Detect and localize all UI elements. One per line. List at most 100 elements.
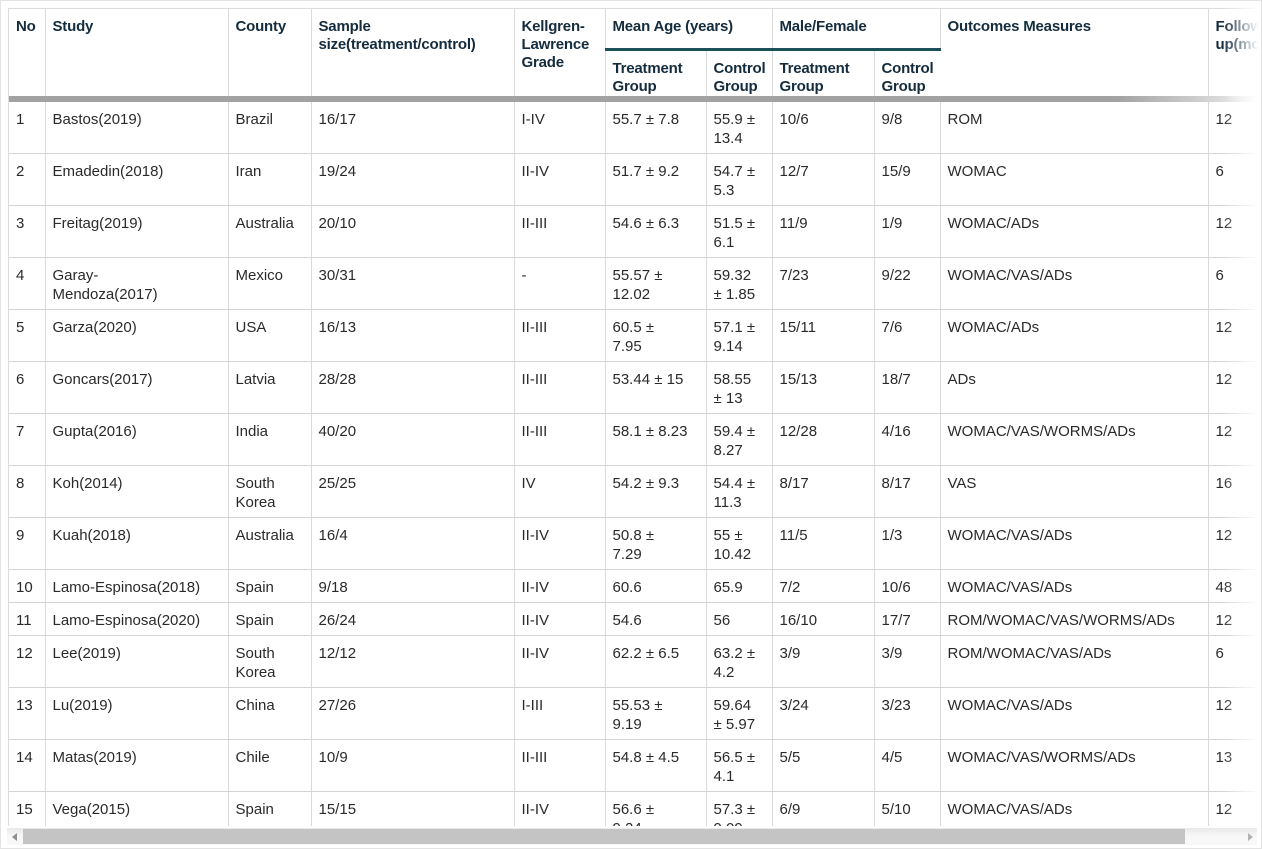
cell-follow: 6 xyxy=(1208,257,1262,310)
table-viewport: No Study County Sample size(treatment/co… xyxy=(8,8,1262,826)
cell-sample: 9/18 xyxy=(311,569,515,603)
cell-age_t: 55.57 ± 12.02 xyxy=(605,257,707,310)
cell-follow: 12 xyxy=(1208,413,1262,466)
cell-grade: II-IV xyxy=(514,635,606,688)
cell-outcomes: WOMAC/VAS/ADs xyxy=(940,569,1209,603)
col-header-outcomes-measures: Outcomes Measures xyxy=(940,9,1209,96)
cell-follow: 6 xyxy=(1208,153,1262,206)
cell-sample: 28/28 xyxy=(311,361,515,414)
cell-no: 1 xyxy=(9,101,46,154)
cell-age_t: 55.7 ± 7.8 xyxy=(605,101,707,154)
cell-age_t: 55.53 ± 9.19 xyxy=(605,687,707,740)
cell-outcomes: WOMAC/VAS/ADs xyxy=(940,517,1209,570)
cell-study: Lee(2019) xyxy=(45,635,229,688)
cell-grade: II-III xyxy=(514,413,606,466)
table-row: 9 Kuah(2018) Australia 16/4 II-IV 50.8 ± 7.29… xyxy=(9,517,1262,570)
cell-mf_t: 12/7 xyxy=(772,153,875,206)
cell-grade: II-IV xyxy=(514,602,606,636)
scrollbar-thumb[interactable] xyxy=(23,829,1185,844)
cell-follow: 12 xyxy=(1208,205,1262,258)
cell-county: Spain xyxy=(228,602,312,636)
cell-age_c: 57.1 ± 9.14 xyxy=(706,309,773,362)
table-row: 2 Emadedin(2018) Iran 19/24 II-IV 51.7 ± 9.2 5… xyxy=(9,153,1262,206)
cell-mf_t: 15/13 xyxy=(772,361,875,414)
cell-age_c: 54.7 ± 5.3 xyxy=(706,153,773,206)
cell-mf_t: 7/23 xyxy=(772,257,875,310)
cell-grade: II-III xyxy=(514,205,606,258)
col-group-male-female: Male/Female xyxy=(772,9,941,51)
cell-mf_c: 3/23 xyxy=(874,687,941,740)
cell-age_c: 56.5 ± 4.1 xyxy=(706,739,773,792)
cell-study: Gupta(2016) xyxy=(45,413,229,466)
scroll-left-button[interactable] xyxy=(7,828,21,845)
cell-sample: 25/25 xyxy=(311,465,515,518)
studies-table: No Study County Sample size(treatment/co… xyxy=(9,9,1262,826)
cell-county: Spain xyxy=(228,791,312,826)
cell-no: 10 xyxy=(9,569,46,603)
cell-sample: 20/10 xyxy=(311,205,515,258)
cell-study: Lamo-Espinosa(2020) xyxy=(45,602,229,636)
cell-mf_t: 10/6 xyxy=(772,101,875,154)
table-row: 5 Garza(2020) USA 16/13 II-III 60.5 ± 7.95 57.… xyxy=(9,309,1262,362)
cell-mf_t: 6/9 xyxy=(772,791,875,826)
cell-study: Freitag(2019) xyxy=(45,205,229,258)
cell-mf_t: 8/17 xyxy=(772,465,875,518)
header-separator-row xyxy=(9,95,1262,102)
cell-age_c: 63.2 ± 4.2 xyxy=(706,635,773,688)
cell-mf_t: 11/9 xyxy=(772,205,875,258)
cell-no: 6 xyxy=(9,361,46,414)
col-header-study: Study xyxy=(45,9,229,96)
cell-mf_t: 3/24 xyxy=(772,687,875,740)
cell-age_c: 54.4 ± 11.3 xyxy=(706,465,773,518)
cell-outcomes: ROM/WOMAC/VAS/WORMS/ADs xyxy=(940,602,1209,636)
table-row: 3 Freitag(2019) Australia 20/10 II-III 54.6 ±… xyxy=(9,205,1262,258)
cell-no: 3 xyxy=(9,205,46,258)
table-row: 14 Matas(2019) Chile 10/9 II-III 54.8 ± 4.5 56… xyxy=(9,739,1262,792)
cell-mf_c: 8/17 xyxy=(874,465,941,518)
cell-age_c: 57.3 ± 9.09 xyxy=(706,791,773,826)
cell-sample: 27/26 xyxy=(311,687,515,740)
cell-age_t: 58.1 ± 8.23 xyxy=(605,413,707,466)
cell-age_c: 59.32 ± 1.85 xyxy=(706,257,773,310)
cell-mf_c: 3/9 xyxy=(874,635,941,688)
cell-mf_c: 4/16 xyxy=(874,413,941,466)
cell-sample: 16/17 xyxy=(311,101,515,154)
cell-grade: II-III xyxy=(514,361,606,414)
cell-sample: 10/9 xyxy=(311,739,515,792)
col-header-no: No xyxy=(9,9,46,96)
col-header-mf-treatment-group: Treatment Group xyxy=(772,49,875,96)
cell-grade: I-III xyxy=(514,687,606,740)
header-separator-bar xyxy=(9,95,1262,102)
cell-age_t: 60.6 xyxy=(605,569,707,603)
cell-study: Lu(2019) xyxy=(45,687,229,740)
scroll-right-button[interactable] xyxy=(1243,828,1257,845)
cell-county: South Korea xyxy=(228,635,312,688)
cell-no: 13 xyxy=(9,687,46,740)
cell-age_c: 59.64 ± 5.97 xyxy=(706,687,773,740)
cell-mf_c: 9/8 xyxy=(874,101,941,154)
cell-age_t: 51.7 ± 9.2 xyxy=(605,153,707,206)
cell-follow: 13 xyxy=(1208,739,1262,792)
cell-no: 2 xyxy=(9,153,46,206)
cell-mf_c: 1/9 xyxy=(874,205,941,258)
cell-sample: 16/4 xyxy=(311,517,515,570)
cell-mf_t: 5/5 xyxy=(772,739,875,792)
cell-age_c: 65.9 xyxy=(706,569,773,603)
cell-follow: 12 xyxy=(1208,791,1262,826)
cell-county: Iran xyxy=(228,153,312,206)
col-group-mean-age: Mean Age (years) xyxy=(605,9,773,51)
cell-county: South Korea xyxy=(228,465,312,518)
cell-grade: II-III xyxy=(514,739,606,792)
cell-outcomes: VAS xyxy=(940,465,1209,518)
cell-outcomes: WOMAC/VAS/ADs xyxy=(940,257,1209,310)
cell-age_c: 51.5 ± 6.1 xyxy=(706,205,773,258)
cell-age_t: 53.44 ± 15 xyxy=(605,361,707,414)
cell-no: 7 xyxy=(9,413,46,466)
cell-age_t: 50.8 ± 7.29 xyxy=(605,517,707,570)
cell-mf_c: 17/7 xyxy=(874,602,941,636)
cell-county: Latvia xyxy=(228,361,312,414)
cell-sample: 15/15 xyxy=(311,791,515,826)
table-row: 7 Gupta(2016) India 40/20 II-III 58.1 ± 8.23 5… xyxy=(9,413,1262,466)
horizontal-scrollbar[interactable] xyxy=(7,828,1257,845)
cell-outcomes: ROM/WOMAC/VAS/ADs xyxy=(940,635,1209,688)
